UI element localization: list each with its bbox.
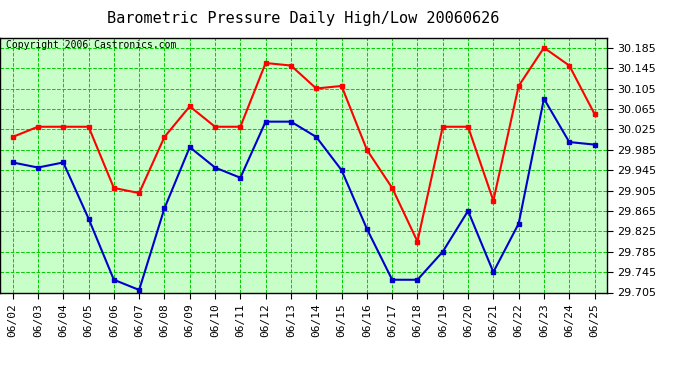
Text: Barometric Pressure Daily High/Low 20060626: Barometric Pressure Daily High/Low 20060… <box>108 11 500 26</box>
Text: Copyright 2006 Castronics.com: Copyright 2006 Castronics.com <box>6 40 177 50</box>
